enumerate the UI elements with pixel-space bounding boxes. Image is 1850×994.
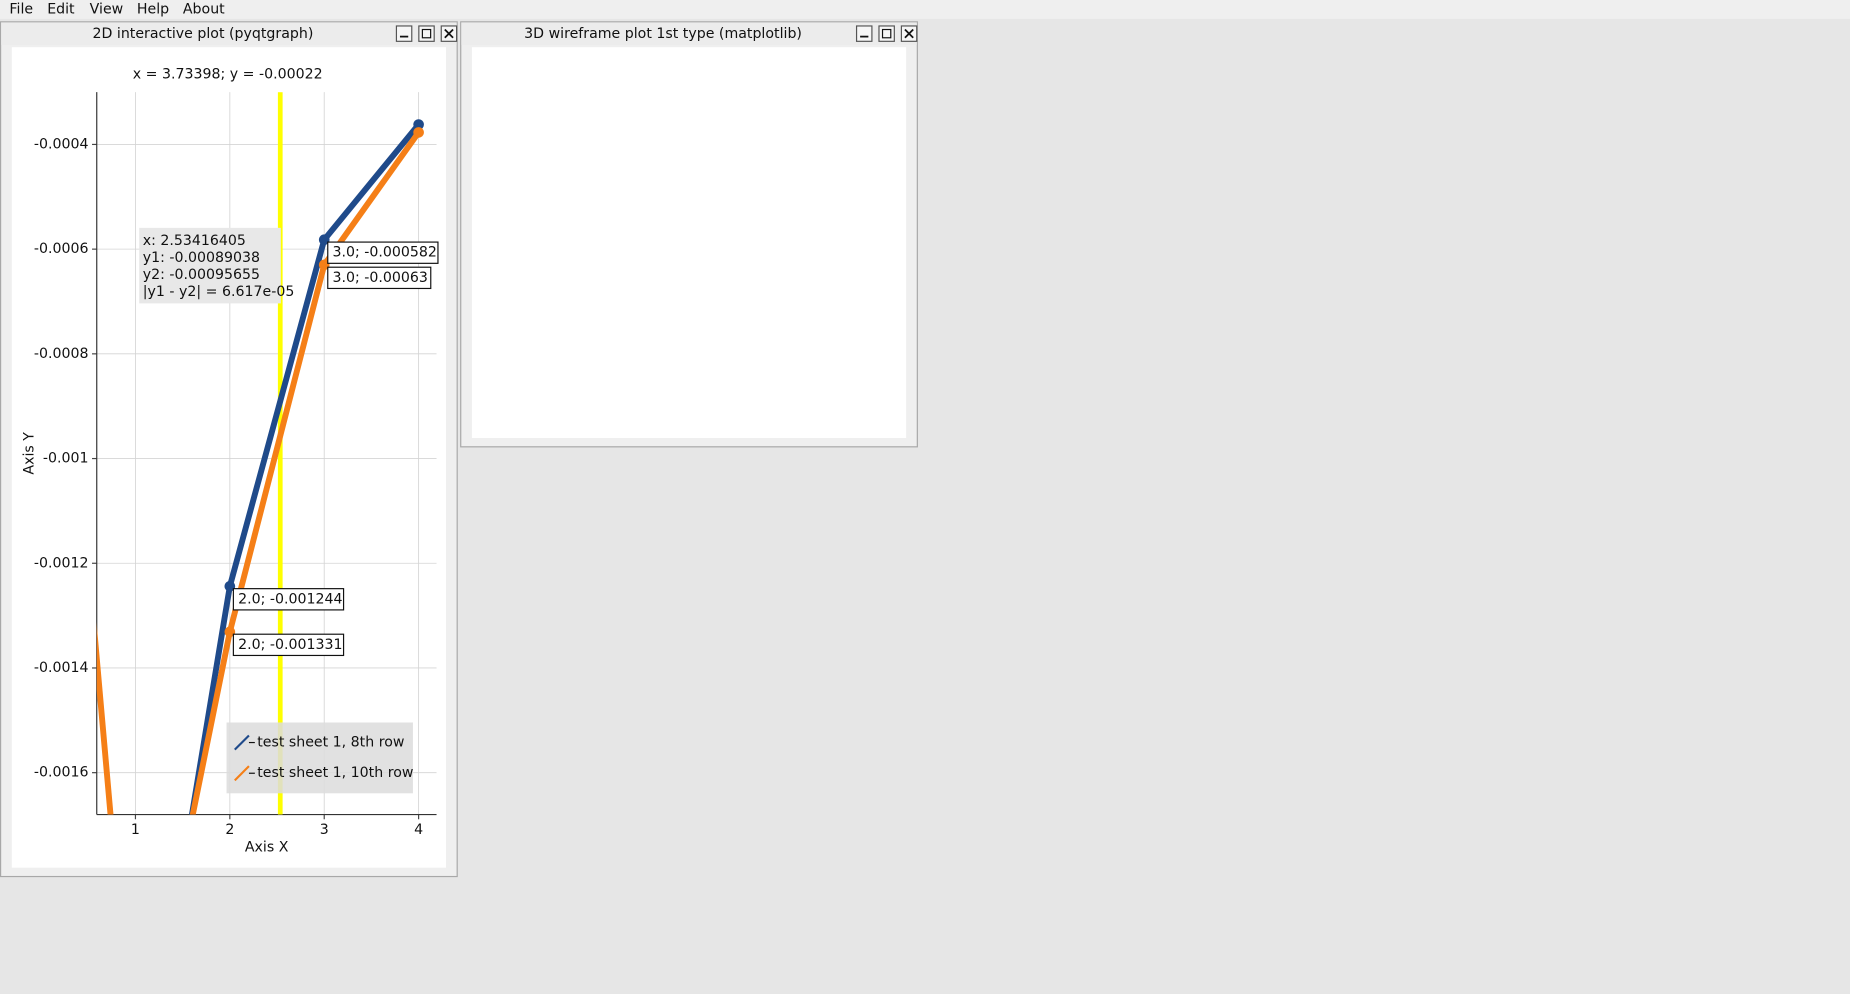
y-tick-label: -0.0006 bbox=[34, 241, 89, 257]
menu-item[interactable]: File bbox=[9, 1, 33, 17]
close-icon bbox=[444, 28, 454, 39]
menu-item[interactable]: Edit bbox=[47, 1, 75, 17]
cursor-info: |y1 - y2| = 6.617e-05 bbox=[143, 284, 295, 300]
x-tick-label: 2 bbox=[225, 822, 234, 838]
window-title: 3D wireframe plot 1st type (matplotlib) bbox=[524, 26, 802, 42]
x-tick-label: 3 bbox=[320, 822, 329, 838]
annotation-box bbox=[232, 633, 345, 657]
window-button[interactable] bbox=[878, 25, 895, 42]
window-title: 2D interactive plot (pyqtgraph) bbox=[92, 26, 313, 42]
window: 2D interactive plot (pyqtgraph) x = 3.733… bbox=[0, 21, 458, 878]
data-point bbox=[318, 259, 330, 271]
window-button[interactable] bbox=[395, 25, 413, 42]
close-icon bbox=[904, 28, 914, 39]
menu-bar bbox=[0, 0, 1850, 19]
legend-label: test sheet 1, 8th row bbox=[257, 735, 404, 751]
menu-item[interactable]: Help bbox=[137, 1, 169, 17]
plot-area: test sheet 1, 8th row test sheet 1, 10th … bbox=[96, 92, 424, 815]
cursor-info: y1: -0.00089038 bbox=[143, 250, 260, 266]
content-area bbox=[471, 47, 907, 438]
data-point bbox=[318, 234, 330, 246]
maximize-icon bbox=[881, 28, 892, 39]
annotation: 2.0; -0.001331 bbox=[238, 637, 342, 653]
y-tick-label: -0.0016 bbox=[34, 765, 89, 781]
y-tick-label: -0.0014 bbox=[34, 660, 89, 676]
data-point bbox=[413, 119, 424, 130]
data-point bbox=[413, 127, 424, 138]
maximize-icon bbox=[421, 28, 432, 39]
annotation: 3.0; -0.000582 bbox=[332, 245, 436, 261]
title-bar bbox=[1, 22, 457, 45]
annotation-box bbox=[327, 266, 432, 290]
legend-label: test sheet 1, 10th row bbox=[257, 765, 413, 781]
window-button[interactable] bbox=[855, 25, 873, 42]
window: 3D wireframe plot 1st type (matplotlib) bbox=[460, 21, 918, 448]
cursor-info: x: 2.53416405 bbox=[143, 233, 246, 249]
title-bar bbox=[461, 22, 917, 45]
legend-icon bbox=[234, 734, 250, 751]
annotation-box bbox=[232, 588, 345, 611]
annotation: 3.0; -0.00063 bbox=[332, 270, 427, 286]
window-button[interactable] bbox=[418, 25, 435, 42]
annotation-box bbox=[327, 241, 439, 264]
cursor-readout: x = 3.73398; y = -0.00022 bbox=[133, 66, 323, 82]
cursor-info: y2: -0.00095655 bbox=[143, 267, 260, 283]
menu-item[interactable]: About bbox=[183, 1, 225, 17]
y-tick-label: -0.0012 bbox=[34, 555, 89, 571]
cursor-info-box bbox=[139, 227, 281, 304]
series-line bbox=[188, 122, 421, 815]
y-tick-label: -0.0008 bbox=[34, 346, 89, 362]
data-point bbox=[224, 580, 236, 592]
legend-icon bbox=[234, 765, 250, 782]
x-tick-label: 1 bbox=[131, 822, 140, 838]
x-axis-label: Axis X bbox=[245, 840, 289, 856]
x-tick-label: 4 bbox=[414, 822, 423, 838]
menu-item[interactable]: View bbox=[90, 1, 124, 17]
legend-box bbox=[226, 722, 413, 794]
y-tick-label: -0.0004 bbox=[34, 136, 89, 152]
data-point bbox=[224, 626, 236, 638]
annotation: 2.0; -0.001244 bbox=[238, 591, 342, 607]
y-axis-label: Axis Y bbox=[21, 432, 37, 475]
y-tick-label: -0.001 bbox=[43, 451, 89, 467]
